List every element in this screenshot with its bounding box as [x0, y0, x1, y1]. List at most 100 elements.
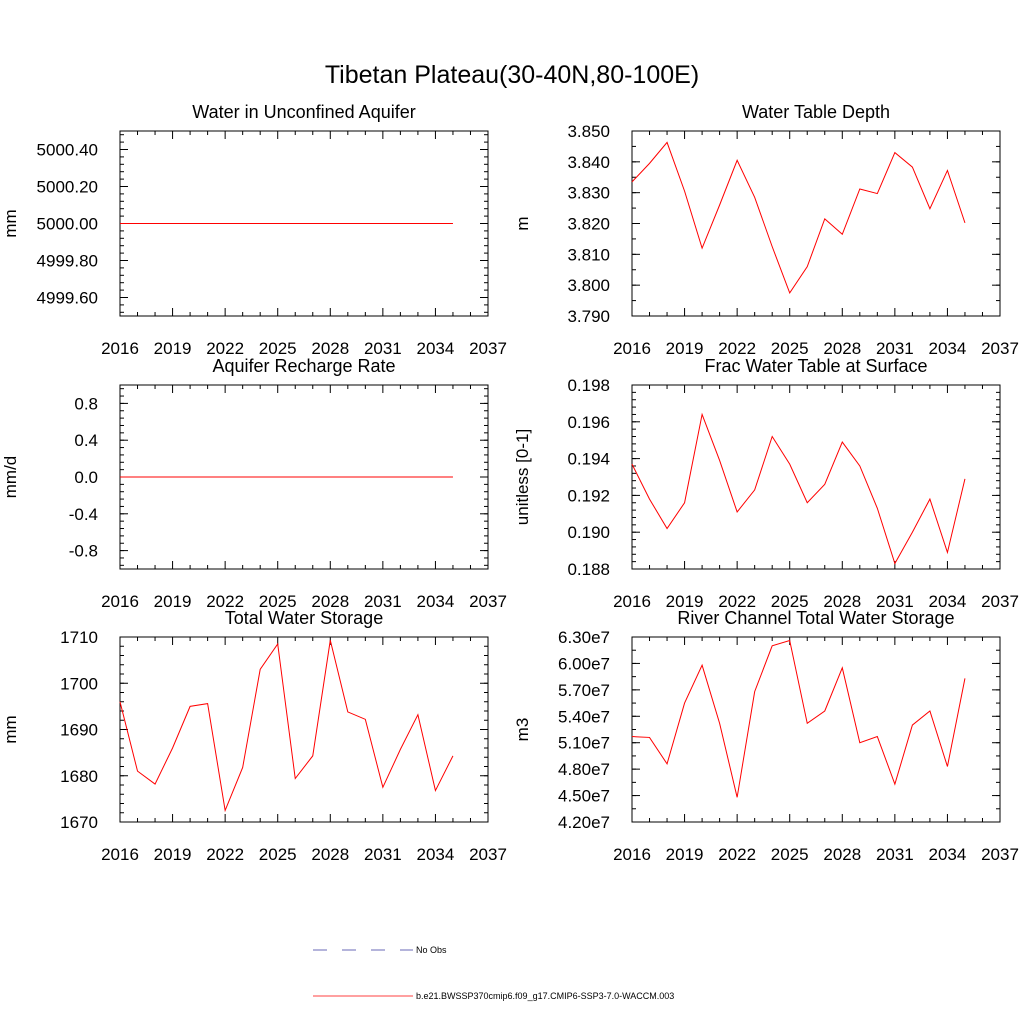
- panel-title: Aquifer Recharge Rate: [212, 356, 395, 376]
- x-tick-label: 2034: [929, 845, 967, 864]
- x-tick-label: 2031: [364, 339, 402, 358]
- x-tick-label: 2028: [823, 845, 861, 864]
- x-tick-label: 2031: [876, 339, 914, 358]
- x-tick-label: 2016: [613, 592, 651, 611]
- y-tick-label: 5000.20: [37, 178, 98, 197]
- x-tick-label: 2016: [101, 339, 139, 358]
- y-tick-label: 5.70e7: [558, 681, 610, 700]
- y-tick-label: 5.10e7: [558, 734, 610, 753]
- x-tick-label: 2022: [718, 339, 756, 358]
- legend: No Obs b.e21.BWSSP370cmip6.f09_g17.CMIP6…: [313, 945, 674, 1001]
- y-tick-label: 4.20e7: [558, 813, 610, 832]
- x-tick-label: 2019: [666, 592, 704, 611]
- panel-6: 2016 2019 2022 2025 2028 2031 2034 2037 4.20e7 4.…: [513, 608, 1019, 864]
- panel-title: River Channel Total Water Storage: [677, 608, 954, 628]
- x-tick-label: 2025: [259, 339, 297, 358]
- x-tick-label: 2016: [613, 339, 651, 358]
- x-tick-label: 2037: [469, 592, 507, 611]
- y-tick-label: 4.80e7: [558, 760, 610, 779]
- panel-4: 2016 2019 2022 2025 2028 2031 2034 2037 0.188 0.1…: [513, 356, 1019, 611]
- x-tick-label: 2022: [718, 845, 756, 864]
- series-line: [631, 412, 966, 565]
- x-tick-label: 2028: [311, 339, 349, 358]
- y-tick-label: 0.192: [567, 486, 610, 505]
- x-tick-label: 2028: [823, 592, 861, 611]
- x-tick-label: 2025: [771, 592, 809, 611]
- y-tick-label: 4.50e7: [558, 787, 610, 806]
- x-tick-label: 2034: [929, 592, 967, 611]
- legend-label-no-obs: No Obs: [416, 945, 447, 955]
- x-tick-label: 2031: [876, 592, 914, 611]
- x-tick-label: 2028: [823, 339, 861, 358]
- y-tick-label: 3.820: [567, 215, 610, 234]
- x-tick-label: 2034: [417, 592, 455, 611]
- x-tick-label: 2037: [981, 339, 1019, 358]
- y-tick-label: 6.30e7: [558, 628, 610, 647]
- x-tick-label: 2016: [101, 845, 139, 864]
- panel-title: Water in Unconfined Aquifer: [192, 102, 415, 122]
- x-tick-label: 2025: [259, 845, 297, 864]
- panel-1: 2016 2019 2022 2025 2028 2031 2034 2037 4999.60 4…: [1, 102, 507, 358]
- x-tick-label: 2034: [929, 339, 967, 358]
- x-tick-label: 2022: [206, 339, 244, 358]
- x-tick-label: 2022: [206, 845, 244, 864]
- y-tick-label: 0.4: [74, 431, 98, 450]
- y-tick-label: 3.850: [567, 122, 610, 141]
- y-tick-label: 0.188: [567, 560, 610, 579]
- y-tick-label: 4999.80: [37, 252, 98, 271]
- panels-group: 2016 2019 2022 2025 2028 2031 2034 2037 4999.60 4…: [1, 102, 1019, 864]
- y-axis-label: m3: [513, 718, 532, 742]
- y-tick-label: 5.40e7: [558, 707, 610, 726]
- panel-3: 2016 2019 2022 2025 2028 2031 2034 2037 -0.8 -0.4…: [1, 356, 507, 611]
- series-line: [631, 639, 966, 798]
- y-tick-label: 5000.00: [37, 215, 98, 234]
- x-tick-label: 2028: [311, 592, 349, 611]
- y-tick-label: -0.8: [69, 542, 98, 561]
- y-tick-label: 1710: [60, 628, 98, 647]
- y-tick-label: 1690: [60, 721, 98, 740]
- x-tick-label: 2031: [876, 845, 914, 864]
- y-tick-label: 0.194: [567, 450, 610, 469]
- legend-label-model: b.e21.BWSSP370cmip6.f09_g17.CMIP6-SSP3-7…: [416, 991, 674, 1001]
- panel-2: 2016 2019 2022 2025 2028 2031 2034 2037 3.790 3.8…: [513, 102, 1019, 358]
- y-tick-label: 0.196: [567, 413, 610, 432]
- x-tick-label: 2019: [154, 845, 192, 864]
- x-tick-label: 2025: [771, 845, 809, 864]
- x-tick-label: 2037: [981, 592, 1019, 611]
- x-tick-label: 2034: [417, 845, 455, 864]
- y-tick-label: 3.790: [567, 307, 610, 326]
- y-tick-label: 1670: [60, 813, 98, 832]
- panel-5: 2016 2019 2022 2025 2028 2031 2034 2037 1670 1680…: [1, 608, 507, 864]
- plot-frame: [119, 636, 489, 823]
- plot-frame: [631, 636, 1001, 823]
- x-tick-label: 2037: [469, 845, 507, 864]
- series-line: [631, 141, 966, 294]
- y-tick-label: 1700: [60, 674, 98, 693]
- panel-title: Frac Water Table at Surface: [704, 356, 927, 376]
- y-tick-label: 3.830: [567, 184, 610, 203]
- y-tick-label: 3.810: [567, 245, 610, 264]
- figure-title: Tibetan Plateau(30-40N,80-100E): [325, 61, 699, 89]
- y-axis-label: mm: [1, 715, 20, 743]
- y-tick-label: -0.4: [69, 505, 98, 524]
- x-tick-label: 2016: [613, 845, 651, 864]
- x-tick-label: 2019: [154, 592, 192, 611]
- y-tick-label: 3.800: [567, 276, 610, 295]
- y-tick-label: 0.8: [74, 394, 98, 413]
- plot-frame: [631, 130, 1001, 317]
- y-axis-label: mm/d: [1, 456, 20, 499]
- y-tick-label: 0.0: [74, 468, 98, 487]
- y-axis-label: m: [513, 216, 532, 230]
- x-tick-label: 2019: [666, 845, 704, 864]
- y-tick-label: 6.00e7: [558, 654, 610, 673]
- x-tick-label: 2019: [666, 339, 704, 358]
- x-tick-label: 2028: [311, 845, 349, 864]
- series-line: [119, 640, 454, 813]
- panel-title: Total Water Storage: [225, 608, 383, 628]
- x-tick-label: 2037: [469, 339, 507, 358]
- x-tick-label: 2037: [981, 845, 1019, 864]
- x-tick-label: 2031: [364, 592, 402, 611]
- x-tick-label: 2025: [259, 592, 297, 611]
- y-tick-label: 3.840: [567, 153, 610, 172]
